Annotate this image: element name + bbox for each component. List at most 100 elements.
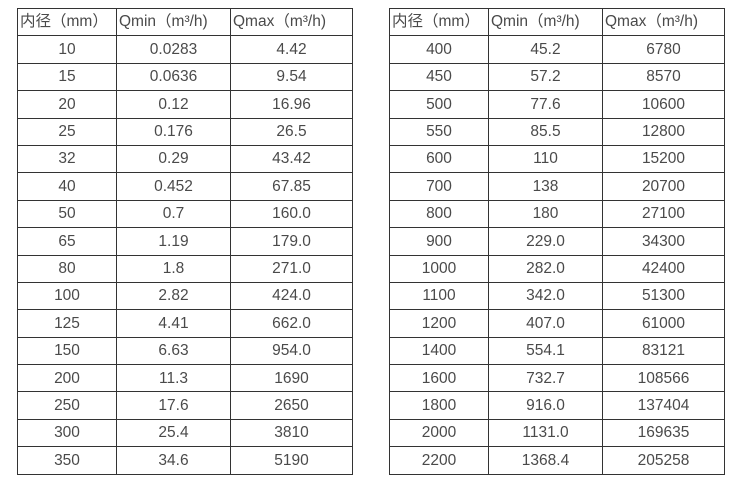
- table-cell-qmax: 662.0: [230, 309, 353, 338]
- table-cell-qmax: 169635: [602, 418, 725, 448]
- table-cell-diameter: 1600: [389, 364, 489, 393]
- table-cell-qmax: 16.96: [230, 90, 353, 119]
- table-cell-qmin: 0.452: [116, 172, 231, 201]
- table-cell-qmax: 9.54: [230, 62, 353, 92]
- table-cell-qmin: 57.2: [488, 62, 603, 92]
- table-row: 1400 554.1 83121: [389, 336, 725, 366]
- table-cell-qmax: 271.0: [230, 254, 353, 283]
- table-row: 700 138 20700: [389, 172, 725, 201]
- table-row: 200 11.3 1690: [17, 364, 353, 393]
- table-cell-diameter: 2000: [389, 418, 489, 448]
- table-cell-diameter: 1800: [389, 391, 489, 420]
- table-cell-diameter: 150: [17, 336, 117, 366]
- table-cell-diameter: 40: [17, 172, 117, 201]
- table-cell-qmax: 954.0: [230, 336, 353, 366]
- col-header-qmin: Qmin（m³/h): [488, 7, 603, 37]
- table-cell-diameter: 900: [389, 227, 489, 256]
- table-cell-qmin: 138: [488, 172, 603, 201]
- table-cell-qmax: 160.0: [230, 199, 353, 229]
- table-row: 350 34.6 5190: [17, 446, 353, 475]
- table-cell-diameter: 1200: [389, 309, 489, 338]
- table-cell-qmin: 25.4: [116, 418, 231, 448]
- table-cell-diameter: 700: [389, 172, 489, 201]
- table-body: 10 0.0283 4.42 15 0.0636 9.54 20 0.12 16.96 25 0.1…: [17, 35, 353, 475]
- header-row: 内径（mm） Qmin（m³/h) Qmax（m³/h): [389, 7, 725, 37]
- header-row: 内径（mm） Qmin（m³/h) Qmax（m³/h): [17, 7, 353, 37]
- table-cell-qmin: 180: [488, 199, 603, 229]
- table-cell-qmax: 61000: [602, 309, 725, 338]
- table-row: 125 4.41 662.0: [17, 309, 353, 338]
- table-cell-qmin: 0.12: [116, 90, 231, 119]
- col-header-qmax: Qmax（m³/h): [230, 7, 353, 37]
- table-cell-diameter: 100: [17, 281, 117, 311]
- table-cell-qmax: 12800: [602, 117, 725, 146]
- table-cell-qmax: 137404: [602, 391, 725, 420]
- table-cell-qmin: 11.3: [116, 364, 231, 393]
- table-cell-qmin: 1.19: [116, 227, 231, 256]
- table-cell-qmin: 554.1: [488, 336, 603, 366]
- table-cell-qmax: 15200: [602, 144, 725, 174]
- table-cell-diameter: 2200: [389, 446, 489, 475]
- table-row: 2000 1131.0 169635: [389, 418, 725, 448]
- table-body: 400 45.2 6780 450 57.2 8570 500 77.6 10600 550 85.…: [389, 35, 725, 475]
- col-header-qmin: Qmin（m³/h): [116, 7, 231, 37]
- table-cell-qmax: 2650: [230, 391, 353, 420]
- table-cell-diameter: 65: [17, 227, 117, 256]
- table-cell-qmax: 108566: [602, 364, 725, 393]
- table-row: 550 85.5 12800: [389, 117, 725, 146]
- table-cell-diameter: 32: [17, 144, 117, 174]
- table-row: 400 45.2 6780: [389, 35, 725, 64]
- table-cell-qmax: 20700: [602, 172, 725, 201]
- table-cell-qmin: 407.0: [488, 309, 603, 338]
- table-row: 800 180 27100: [389, 199, 725, 229]
- table-row: 10 0.0283 4.42: [17, 35, 353, 64]
- table-row: 900 229.0 34300: [389, 227, 725, 256]
- table-cell-diameter: 20: [17, 90, 117, 119]
- col-header-qmax: Qmax（m³/h): [602, 7, 725, 37]
- table-cell-qmax: 1690: [230, 364, 353, 393]
- table-row: 65 1.19 179.0: [17, 227, 353, 256]
- table-cell-qmin: 110: [488, 144, 603, 174]
- table-cell-qmin: 17.6: [116, 391, 231, 420]
- table-cell-qmax: 83121: [602, 336, 725, 366]
- table-row: 1200 407.0 61000: [389, 309, 725, 338]
- table-cell-qmax: 424.0: [230, 281, 353, 311]
- table-cell-diameter: 50: [17, 199, 117, 229]
- table-cell-qmin: 229.0: [488, 227, 603, 256]
- table-cell-diameter: 125: [17, 309, 117, 338]
- table-row: 450 57.2 8570: [389, 62, 725, 92]
- table-cell-qmax: 4.42: [230, 35, 353, 64]
- table-cell-qmax: 67.85: [230, 172, 353, 201]
- table-cell-qmax: 3810: [230, 418, 353, 448]
- table-row: 1100 342.0 51300: [389, 281, 725, 311]
- table-row: 25 0.176 26.5: [17, 117, 353, 146]
- table-cell-diameter: 400: [389, 35, 489, 64]
- table-row: 600 110 15200: [389, 144, 725, 174]
- table-cell-qmin: 4.41: [116, 309, 231, 338]
- table-cell-diameter: 10: [17, 35, 117, 64]
- table-cell-diameter: 15: [17, 62, 117, 92]
- table-cell-diameter: 300: [17, 418, 117, 448]
- table-cell-diameter: 25: [17, 117, 117, 146]
- table-cell-qmax: 10600: [602, 90, 725, 119]
- table-cell-qmin: 916.0: [488, 391, 603, 420]
- table-cell-qmin: 77.6: [488, 90, 603, 119]
- table-row: 32 0.29 43.42: [17, 144, 353, 174]
- table-cell-qmax: 179.0: [230, 227, 353, 256]
- table-cell-qmax: 43.42: [230, 144, 353, 174]
- table-row: 250 17.6 2650: [17, 391, 353, 420]
- table-cell-diameter: 80: [17, 254, 117, 283]
- table-cell-qmin: 732.7: [488, 364, 603, 393]
- table-row: 2200 1368.4 205258: [389, 446, 725, 475]
- table-cell-qmax: 27100: [602, 199, 725, 229]
- table-cell-qmin: 45.2: [488, 35, 603, 64]
- table-cell-qmax: 51300: [602, 281, 725, 311]
- table-cell-diameter: 800: [389, 199, 489, 229]
- table-cell-diameter: 1400: [389, 336, 489, 366]
- col-header-diameter: 内径（mm）: [389, 7, 489, 37]
- table-cell-diameter: 450: [389, 62, 489, 92]
- table-cell-qmax: 6780: [602, 35, 725, 64]
- table-cell-qmin: 0.0636: [116, 62, 231, 92]
- table-cell-qmin: 342.0: [488, 281, 603, 311]
- table-cell-diameter: 1000: [389, 254, 489, 283]
